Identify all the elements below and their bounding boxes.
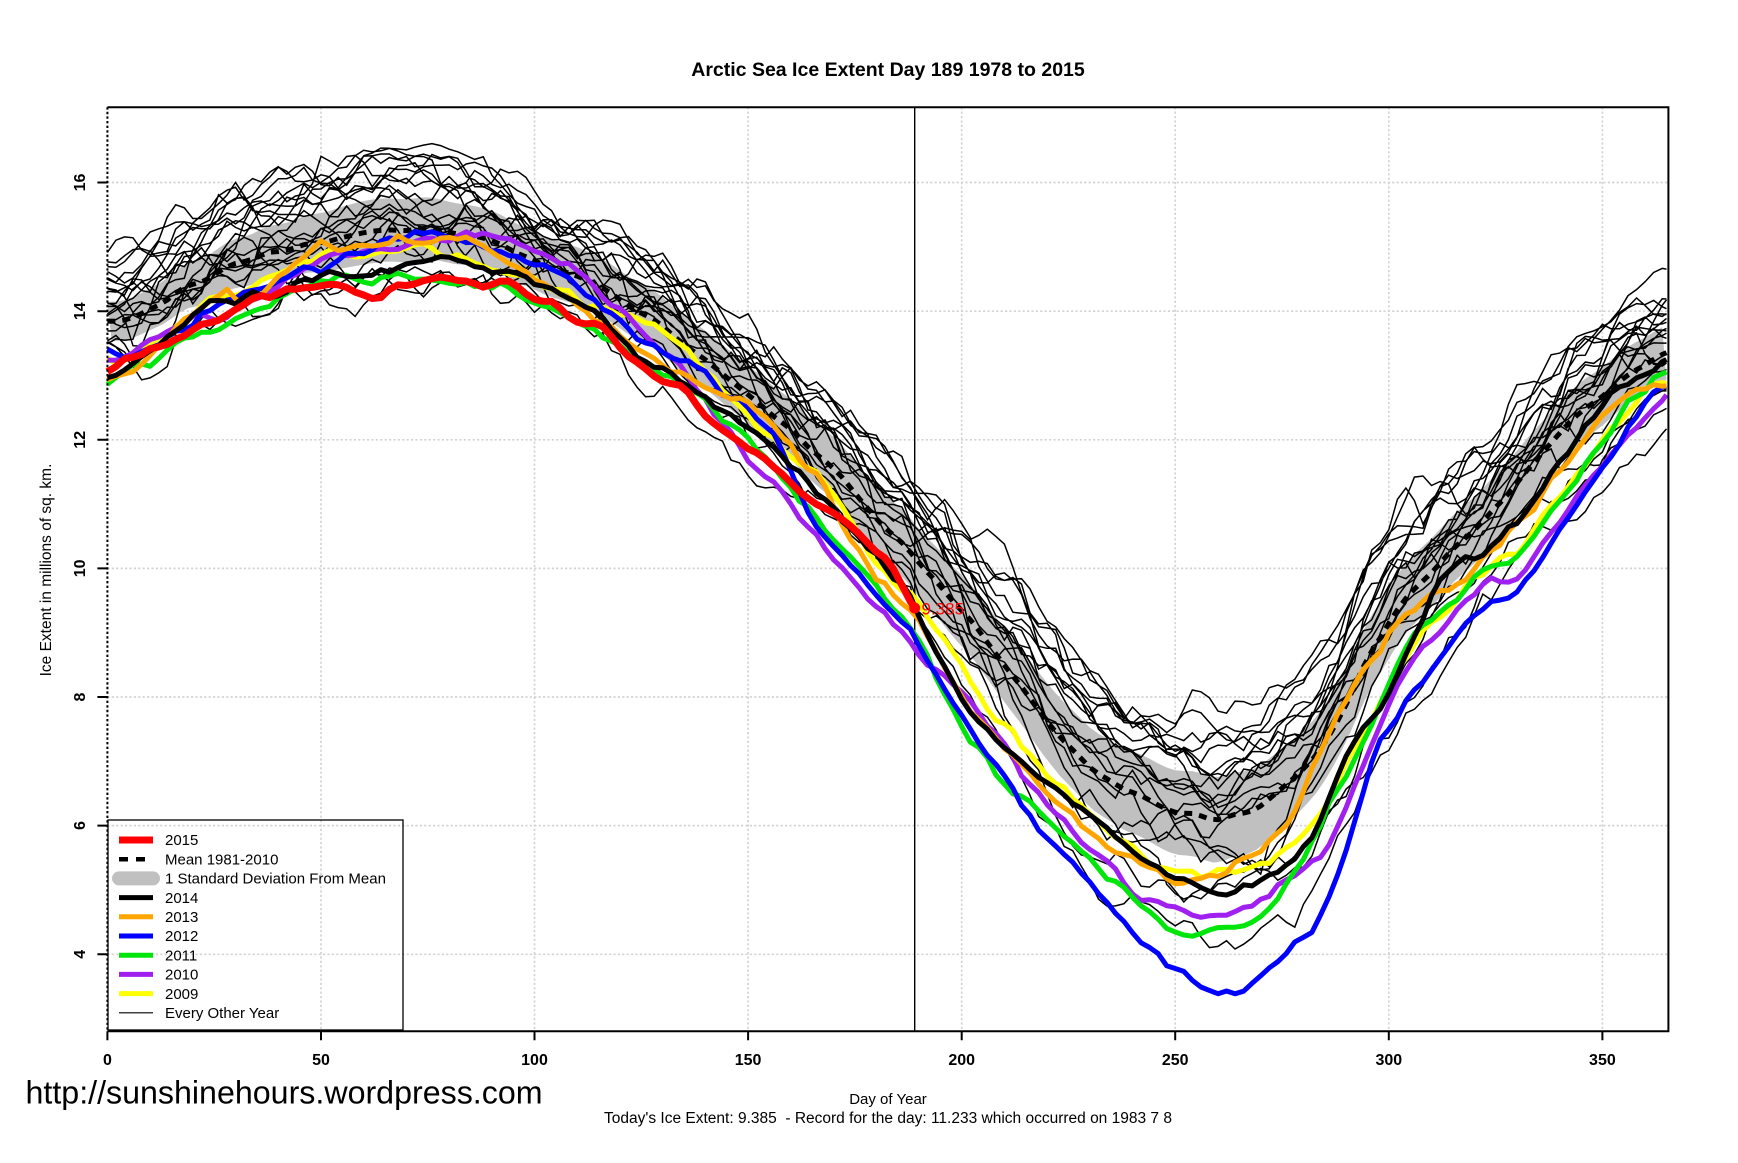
svg-text:16: 16 [72,174,89,192]
svg-text:6: 6 [72,821,89,830]
svg-text:2010: 2010 [165,967,198,984]
svg-text:Today's Ice Extent: 9.385 - R: Today's Ice Extent: 9.385 - Record for t… [604,1110,1172,1127]
svg-text:10: 10 [72,559,89,577]
svg-text:150: 150 [735,1052,762,1069]
svg-text:250: 250 [1162,1052,1189,1069]
svg-text:12: 12 [72,431,89,449]
svg-text:Arctic Sea Ice Extent Day 189: Arctic Sea Ice Extent Day 189 1978 to 20… [691,59,1085,81]
svg-text:100: 100 [521,1052,548,1069]
svg-text:50: 50 [312,1052,330,1069]
svg-text:Mean 1981-2010: Mean 1981-2010 [165,851,278,868]
svg-text:2015: 2015 [165,832,198,849]
svg-text:http://sunshinehours.wordpress: http://sunshinehours.wordpress.com [26,1075,543,1111]
svg-text:2009: 2009 [165,986,198,1003]
svg-text:200: 200 [948,1052,975,1069]
svg-text:1 Standard Deviation From Mean: 1 Standard Deviation From Mean [165,871,386,888]
svg-text:Every Other Year: Every Other Year [165,1005,279,1022]
svg-text:2011: 2011 [165,947,197,964]
svg-text:0: 0 [103,1052,112,1069]
svg-text:14: 14 [72,302,89,320]
svg-text:2012: 2012 [165,928,198,945]
svg-text:2014: 2014 [165,890,198,907]
svg-text:300: 300 [1375,1052,1402,1069]
svg-text:350: 350 [1589,1052,1616,1069]
svg-text:Ice Extent in millions of sq.: Ice Extent in millions of sq. km. [38,464,55,677]
svg-text:8: 8 [72,692,89,701]
svg-text:4: 4 [72,950,89,959]
svg-text:Day of Year: Day of Year [849,1091,927,1108]
svg-text:2013: 2013 [165,909,198,926]
svg-text:9.385: 9.385 [922,600,965,619]
